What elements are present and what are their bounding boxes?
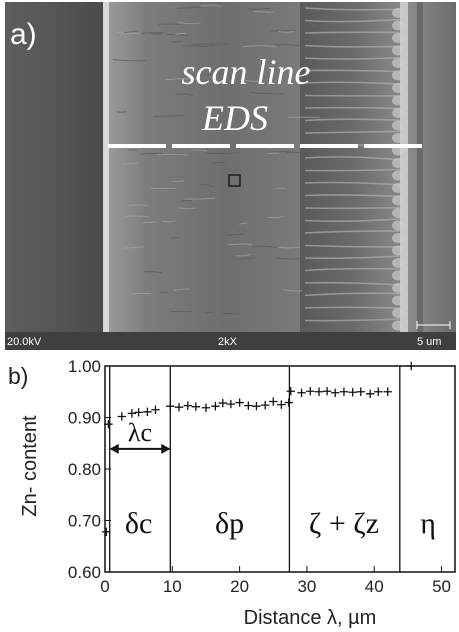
data-point [297, 389, 305, 397]
x-tick-label: 30 [297, 577, 316, 596]
region-label: δc [125, 507, 152, 540]
region-label: ζ + ζz [309, 507, 379, 540]
substrate-region [5, 2, 105, 332]
data-point [219, 399, 227, 407]
data-point [287, 387, 295, 395]
x-tick-label: 50 [432, 577, 451, 596]
y-axis-label: Zn- content [19, 415, 41, 517]
data-point [357, 388, 365, 396]
data-point [261, 401, 269, 409]
data-point [227, 400, 235, 408]
magnification-readout: 2kX [218, 336, 238, 348]
lambda-c-label: λc [128, 418, 152, 447]
y-tick-label: 1.00 [68, 357, 101, 376]
data-point [331, 389, 339, 397]
x-ticks: 0 10 20 30 40 50 [100, 566, 451, 596]
y-tick-label: 0.80 [68, 460, 101, 479]
scale-bar-label: 5 um [417, 336, 441, 348]
scan-line-annotation: scan line [182, 52, 311, 92]
eta-layer-region [405, 2, 456, 332]
sem-micrograph: a) scan line EDS 20.0kV 2kX 5 um [5, 2, 456, 350]
data-point [202, 404, 210, 412]
lambda-c-annotation: λc [110, 418, 171, 454]
x-tick-label: 0 [100, 577, 109, 596]
data-point [166, 402, 174, 410]
panel-b-label: b) [8, 363, 28, 389]
data-point [252, 402, 260, 410]
x-tick-label: 10 [163, 577, 182, 596]
data-point [348, 388, 356, 396]
x-axis-label: Distance λ, µm [244, 607, 377, 629]
data-point [175, 403, 183, 411]
data-point [277, 400, 285, 408]
data-point [366, 390, 374, 398]
data-point [315, 388, 323, 396]
data-point [244, 401, 252, 409]
data-point [374, 388, 382, 396]
data-point [211, 402, 219, 410]
data-point [340, 388, 348, 396]
x-tick-label: 20 [230, 577, 249, 596]
voltage-readout: 20.0kV [7, 336, 42, 348]
data-point [134, 408, 142, 416]
phase-boundaries [110, 366, 400, 572]
lambda-c-arrowhead-right [161, 444, 170, 454]
data-point [151, 406, 159, 414]
data-point [383, 388, 391, 396]
lambda-c-arrowhead-left [110, 444, 119, 454]
data-point [118, 412, 126, 420]
data-point [269, 397, 277, 405]
data-point [323, 387, 331, 395]
data-point [184, 401, 192, 409]
data-point [285, 398, 293, 406]
y-tick-label: 0.90 [68, 409, 101, 428]
y-tick-label: 0.60 [68, 563, 101, 582]
region-label: η [420, 507, 436, 540]
plot-frame [105, 366, 455, 572]
data-point [306, 387, 314, 395]
data-point [143, 408, 151, 416]
panel-a-label: a) [10, 18, 37, 51]
eds-annotation: EDS [201, 98, 268, 138]
x-tick-label: 40 [365, 577, 384, 596]
data-point [128, 409, 136, 417]
y-tick-label: 0.70 [68, 512, 101, 531]
data-point [235, 398, 243, 406]
region-label: δp [215, 507, 244, 540]
data-point [192, 402, 200, 410]
zn-content-chart: 0.60 0.70 0.80 0.90 1.00 0 10 20 30 40 50 λc δc δp… [19, 357, 455, 629]
region-labels: δc δp ζ + ζz η [125, 507, 436, 540]
data-point [407, 362, 415, 370]
